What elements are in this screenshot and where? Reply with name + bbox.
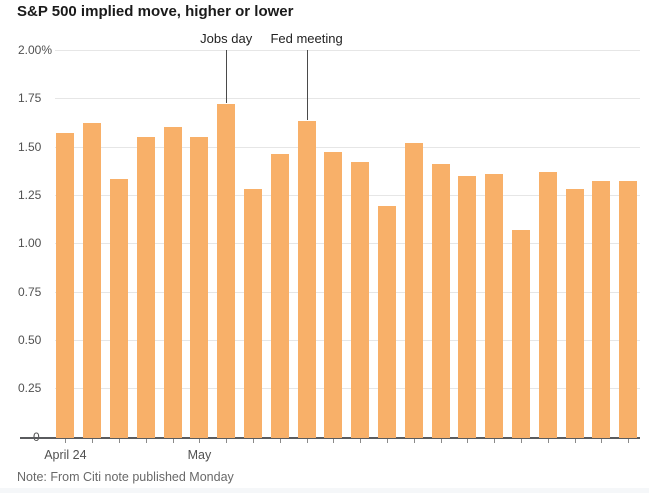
x-axis-tick-mark <box>574 438 576 443</box>
bar <box>485 173 504 439</box>
bar <box>538 171 557 439</box>
bar <box>378 206 396 439</box>
y-axis-tick-label: 0.75 <box>18 284 42 299</box>
bar <box>244 189 262 439</box>
bar <box>565 189 584 439</box>
y-axis-tick-label: 1.50 <box>18 139 42 154</box>
y-axis-tick-label: 1.00 <box>18 236 42 251</box>
bar <box>56 133 75 439</box>
source-note: Note: From Citi note published Monday <box>17 470 234 484</box>
y-axis-tick-label: 0.25 <box>18 381 42 396</box>
x-axis-tick-mark <box>467 438 469 443</box>
x-axis-tick-mark <box>145 438 147 443</box>
x-axis-tick-mark <box>521 438 522 443</box>
bar <box>351 162 370 439</box>
gridline <box>55 243 640 245</box>
gridline <box>55 146 640 148</box>
x-axis-tick-mark <box>253 438 254 443</box>
bar <box>324 152 343 439</box>
bar <box>404 142 423 439</box>
x-axis-tick-mark <box>92 438 94 443</box>
gridline <box>55 98 640 100</box>
bar <box>592 181 611 439</box>
x-axis-tick-mark <box>333 438 335 443</box>
x-axis-tick-mark <box>494 438 496 443</box>
y-axis-tick-label: 2.00% <box>18 42 53 57</box>
gridline <box>55 388 640 390</box>
bar <box>512 229 530 439</box>
annotation-label: Jobs day <box>200 31 253 46</box>
x-axis-tick-mark <box>440 438 442 443</box>
x-axis-tick-mark <box>628 438 630 443</box>
y-axis-tick-label: 0.50 <box>18 332 42 347</box>
annotation-label: Fed meeting <box>270 31 343 46</box>
bar <box>458 175 477 439</box>
annotation-line <box>306 50 308 121</box>
x-axis-tick-mark <box>65 438 67 443</box>
gridline <box>55 194 640 196</box>
bar <box>110 179 128 439</box>
x-axis-tick-mark <box>226 438 228 443</box>
x-axis-tick-label: April 24 <box>44 448 87 462</box>
x-axis-tick-label: May <box>187 448 212 462</box>
x-axis-tick-mark <box>413 438 415 443</box>
bar <box>136 136 155 439</box>
x-axis-tick-mark <box>199 438 201 443</box>
bar <box>431 163 450 439</box>
x-axis-tick-mark <box>306 438 308 443</box>
x-axis-tick-mark <box>387 438 388 443</box>
bar <box>163 127 182 439</box>
x-axis-tick-mark <box>119 438 120 443</box>
bar <box>270 154 289 439</box>
x-axis-tick-mark <box>360 438 362 443</box>
bar <box>619 181 638 439</box>
gridline <box>55 339 640 341</box>
x-axis-tick-mark <box>601 438 603 443</box>
bar <box>190 136 209 439</box>
bottom-strip <box>0 488 649 493</box>
x-axis-tick-mark <box>172 438 174 443</box>
bar <box>217 104 236 439</box>
x-axis-tick-mark <box>547 438 549 443</box>
annotation-line <box>226 50 228 104</box>
bar <box>83 123 102 439</box>
x-axis-tick-mark <box>279 438 281 443</box>
y-axis-tick-label: 1.75 <box>18 91 42 106</box>
bar <box>297 121 316 439</box>
y-axis-tick-label: 1.25 <box>18 187 42 202</box>
gridline <box>55 49 640 51</box>
chart-title: S&P 500 implied move, higher or lower <box>17 3 294 20</box>
gridline <box>55 291 640 293</box>
